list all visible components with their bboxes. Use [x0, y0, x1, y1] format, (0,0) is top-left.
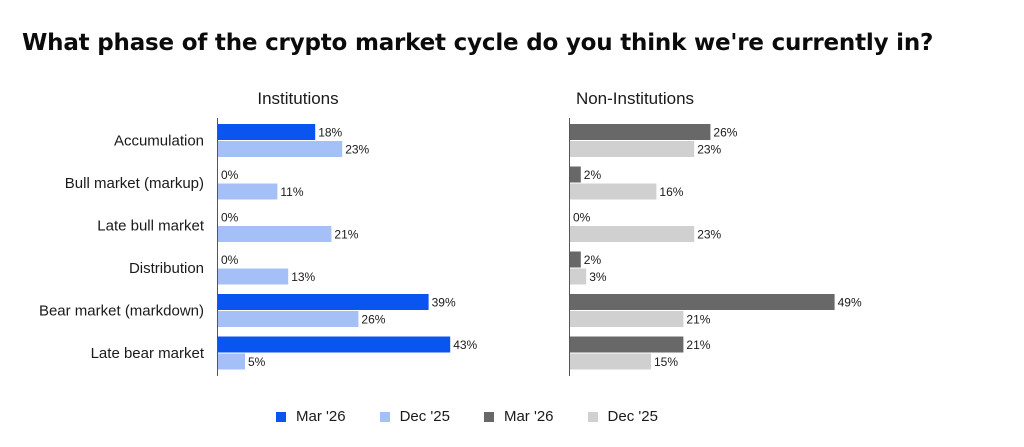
bar: [218, 226, 332, 242]
bar: [570, 268, 587, 285]
bar: [570, 353, 651, 370]
legend-item: Mar '26: [483, 408, 554, 425]
legend-label: Mar '26: [503, 408, 554, 425]
category-label: Distribution: [129, 260, 204, 277]
data-label: 21%: [686, 313, 710, 327]
bar: [218, 353, 245, 370]
panel-title: Institutions: [257, 89, 338, 108]
data-label: 21%: [334, 228, 358, 242]
bar: [570, 251, 581, 268]
data-label: 23%: [697, 228, 721, 242]
bar: [218, 311, 359, 327]
data-label: 21%: [686, 338, 710, 352]
data-label: 0%: [573, 211, 591, 225]
bar: [570, 311, 684, 327]
bar: [218, 294, 429, 310]
panel-title: Non-Institutions: [576, 89, 694, 108]
legend-swatch: [483, 411, 494, 422]
data-label: 15%: [654, 355, 678, 369]
bar: [218, 141, 343, 157]
data-label: 0%: [221, 211, 239, 225]
data-label: 23%: [345, 143, 369, 157]
legend-swatch: [379, 411, 390, 422]
data-label: 3%: [589, 270, 607, 284]
data-label: 26%: [361, 313, 385, 327]
data-label: 5%: [248, 355, 266, 369]
data-label: 43%: [453, 338, 477, 352]
bar: [570, 336, 684, 353]
data-label: 18%: [318, 126, 342, 140]
data-label: 0%: [221, 253, 239, 267]
legend-item: Mar '26: [276, 408, 346, 425]
bar: [218, 268, 289, 285]
bar: [570, 183, 657, 200]
legend-swatch: [276, 411, 286, 422]
data-label: 49%: [838, 296, 862, 310]
bar: [570, 166, 581, 183]
legend-swatch: [587, 411, 598, 422]
bar: [570, 124, 711, 140]
data-label: 23%: [697, 143, 721, 157]
category-label: Bear market (markdown): [39, 303, 204, 320]
legend-label: Dec '25: [399, 408, 450, 425]
legend-item: Dec '25: [379, 408, 450, 425]
data-label: 26%: [713, 126, 737, 140]
data-label: 16%: [659, 185, 683, 199]
bar: [218, 336, 451, 353]
legend-item: Dec '25: [587, 408, 658, 425]
bar: [570, 294, 835, 310]
bar: [218, 183, 278, 200]
category-label: Late bull market: [97, 218, 205, 235]
legend-label: Dec '25: [607, 408, 658, 425]
legend: Mar '26 Dec '25 Mar '26 Dec '25: [276, 408, 692, 425]
chart-title: What phase of the crypto market cycle do…: [22, 30, 934, 56]
bar: [218, 124, 316, 140]
data-label: 2%: [584, 253, 602, 267]
category-label: Late bear market: [91, 345, 205, 362]
data-label: 11%: [280, 185, 303, 199]
data-label: 2%: [584, 168, 602, 182]
legend-label: Mar '26: [296, 408, 346, 425]
data-label: 13%: [291, 270, 315, 284]
data-label: 39%: [432, 296, 456, 310]
category-label: Accumulation: [114, 133, 204, 150]
data-label: 0%: [221, 168, 239, 182]
bar: [570, 226, 695, 242]
bar-chart: Accumulation Bull market (markup) Late bul…: [39, 89, 862, 376]
category-label: Bull market (markup): [65, 175, 204, 192]
bar: [570, 141, 695, 157]
